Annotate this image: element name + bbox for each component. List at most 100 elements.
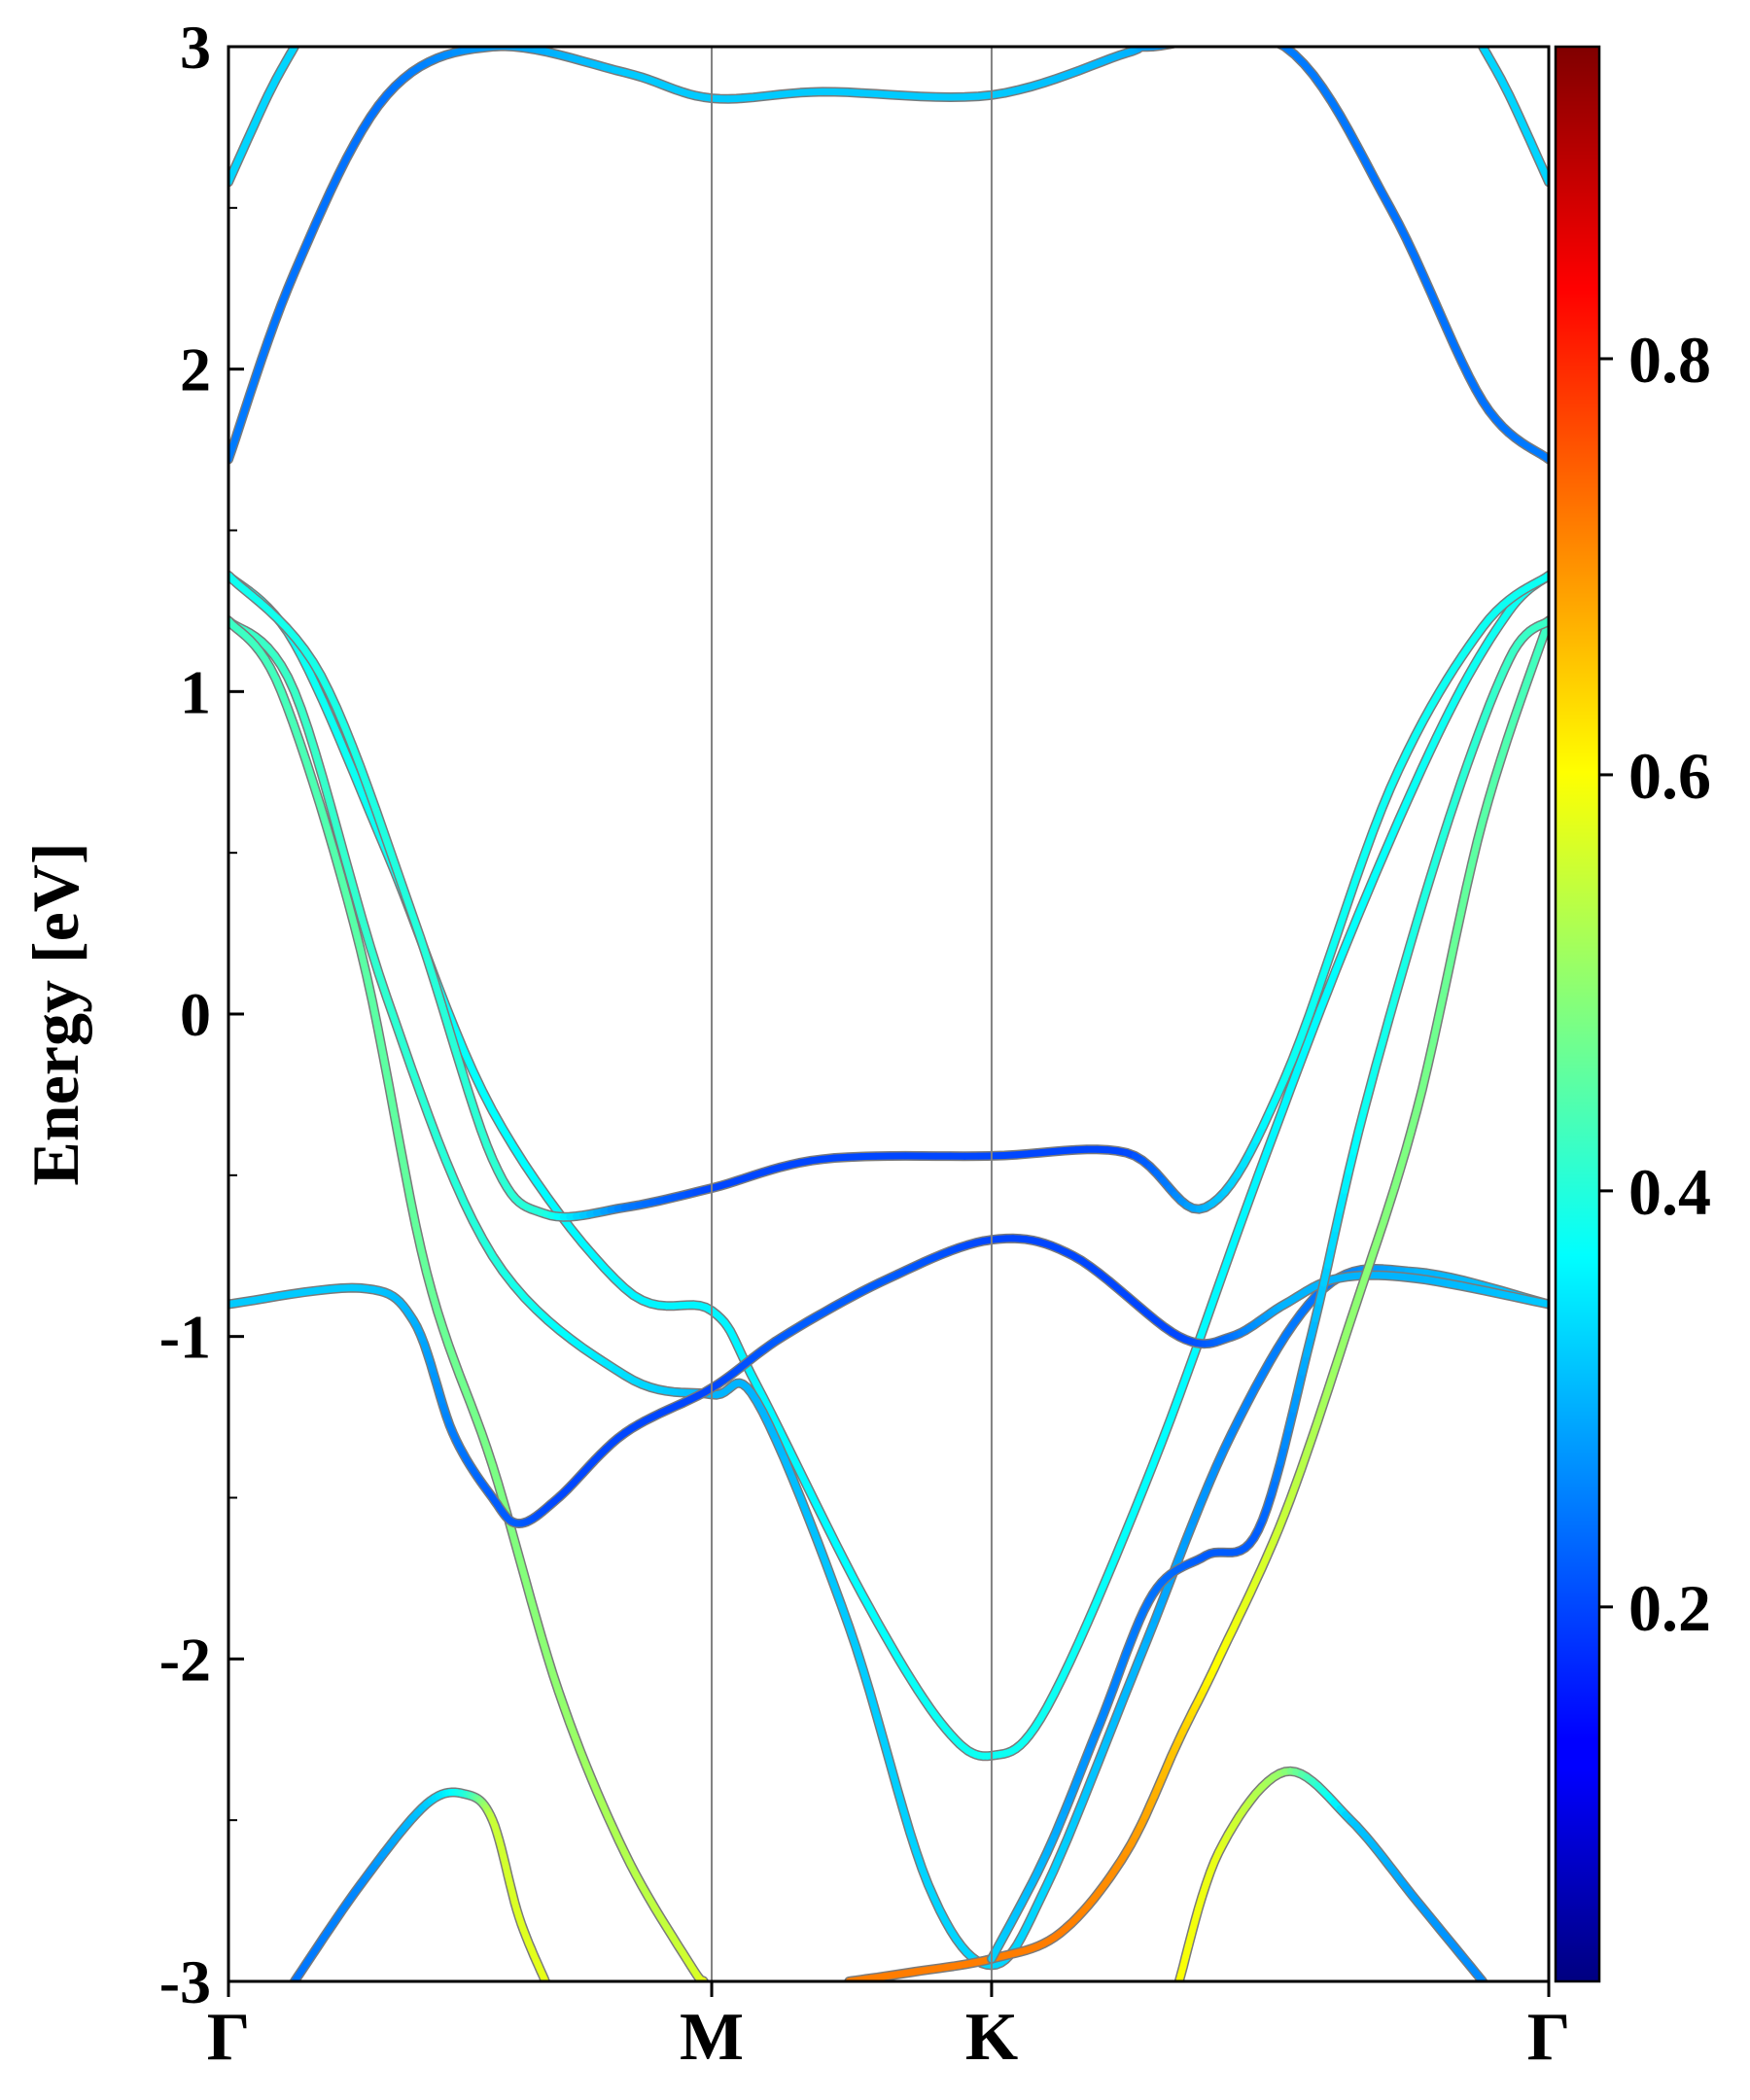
band-segment <box>1093 1576 1110 1605</box>
band-segment <box>1175 1367 1192 1399</box>
band-outline <box>228 47 1549 465</box>
band-segment <box>395 871 410 900</box>
band-segment <box>853 1644 867 1674</box>
band-segment <box>1121 1507 1138 1538</box>
band-segment <box>334 829 350 865</box>
band-segment <box>1202 36 1214 38</box>
band-segment <box>880 1737 894 1768</box>
band-segment <box>1151 1596 1167 1625</box>
y-tick-label: 0 <box>180 980 211 1049</box>
band-segment <box>510 1537 524 1564</box>
band-segment <box>814 1537 829 1566</box>
band-series <box>228 570 1549 1222</box>
colorbar-tick-label: 0.6 <box>1628 739 1711 813</box>
band-segment <box>1120 1674 1136 1702</box>
band-segment <box>1490 755 1505 784</box>
band-segment <box>516 1557 530 1584</box>
band-segment <box>1419 873 1434 903</box>
band-segment <box>1254 1149 1271 1179</box>
band-segment <box>793 1463 811 1490</box>
band-segment <box>1485 776 1498 804</box>
band-segment <box>1190 1498 1205 1525</box>
band-segment <box>417 1245 431 1276</box>
band-segment <box>1354 1107 1368 1136</box>
colorbar-tick-label: 0.4 <box>1628 1155 1711 1229</box>
band-segment <box>1302 1026 1316 1053</box>
band-segment <box>1246 1172 1262 1202</box>
band-segment <box>342 751 358 778</box>
band-segment <box>1349 1128 1362 1155</box>
band-segment <box>425 1112 441 1142</box>
band-segment <box>1429 1013 1443 1045</box>
band-segment <box>1433 833 1447 860</box>
band-segment <box>406 1195 419 1229</box>
band-segment <box>1297 1010 1313 1042</box>
band-segment <box>1280 1056 1296 1082</box>
y-tick-label: 3 <box>180 13 211 82</box>
band-segment <box>387 850 402 879</box>
band-segment <box>367 810 382 837</box>
band-segment <box>1435 987 1448 1021</box>
band-segment <box>342 858 358 894</box>
band-segment <box>1263 1128 1278 1157</box>
band-segment <box>838 1602 853 1630</box>
band-segment <box>1379 1016 1392 1047</box>
band-segment <box>460 1047 477 1075</box>
band-segment <box>1128 1655 1143 1682</box>
band-segment <box>1143 1617 1159 1644</box>
band-segment <box>431 978 445 1008</box>
band-segment <box>1413 1085 1426 1114</box>
band-segment <box>412 1221 425 1253</box>
band-segment <box>298 705 312 733</box>
band-segment <box>1371 854 1386 880</box>
band-segment <box>391 1111 403 1147</box>
band-segment <box>460 1199 477 1225</box>
y-tick-label: 1 <box>180 657 211 726</box>
band-segment <box>1159 1577 1174 1604</box>
band-segment <box>296 738 310 765</box>
band-segment <box>1323 931 1341 966</box>
band-segment <box>1203 1291 1219 1324</box>
band-segment <box>304 725 319 756</box>
band-segment <box>1360 1085 1374 1114</box>
band-segment <box>356 762 371 791</box>
band-segment <box>781 1455 796 1482</box>
band-segment <box>1074 1619 1092 1647</box>
band-segment <box>1103 1715 1119 1743</box>
band-segment <box>1360 827 1377 859</box>
band-segment <box>1354 892 1370 919</box>
band-series <box>986 615 1549 1964</box>
band-segment <box>1131 1484 1147 1515</box>
band-segment <box>1408 1107 1420 1135</box>
band-segment <box>1413 895 1427 927</box>
band-segment <box>1457 885 1470 918</box>
band-segment <box>1426 853 1441 881</box>
x-tick-label: Γ <box>207 2000 251 2075</box>
band-segment <box>1166 47 1175 49</box>
band-segment <box>1184 1342 1202 1375</box>
band-segment <box>1149 1439 1166 1469</box>
band-segment <box>1366 1063 1380 1093</box>
x-tick-label: Γ <box>1527 2000 1571 2075</box>
band-series <box>228 1233 1549 1528</box>
band-segment <box>1351 852 1368 886</box>
band-segment <box>1179 40 1190 42</box>
band-segment <box>1067 1639 1082 1665</box>
band-segment <box>400 1041 415 1073</box>
band-segment <box>1096 1735 1111 1765</box>
band-segment <box>331 848 345 880</box>
band-segment <box>893 1784 907 1814</box>
band-series <box>844 615 1549 1981</box>
band-segment <box>402 892 417 921</box>
band-segment <box>434 1135 450 1165</box>
band-segment <box>866 1689 881 1721</box>
band-series <box>228 36 1549 465</box>
band-segment <box>470 1068 487 1096</box>
band-segment <box>350 770 367 797</box>
band-segment <box>1271 1106 1286 1136</box>
band-segment <box>1139 1461 1157 1491</box>
band-segment <box>465 1089 478 1116</box>
band-segment <box>451 1046 466 1075</box>
band-segment <box>363 970 376 1005</box>
band-segment <box>1399 943 1414 974</box>
